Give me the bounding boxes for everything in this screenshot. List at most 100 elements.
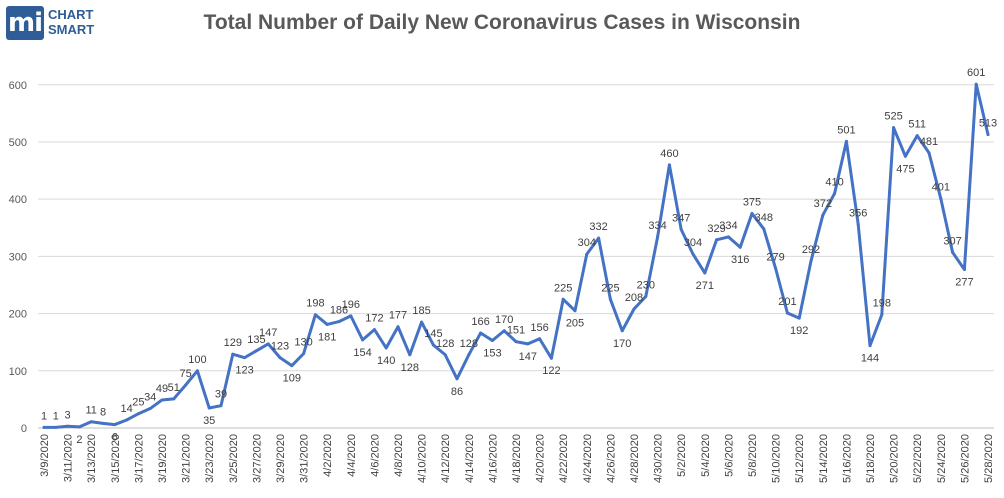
data-label: 277 [955,277,973,289]
data-label: 201 [778,296,796,308]
data-label: 192 [790,325,808,337]
data-point [927,151,931,155]
data-point [455,377,459,381]
data-label: 123 [235,365,253,377]
data-label: 186 [330,305,348,317]
data-label: 177 [389,310,407,322]
data-label: 6 [112,432,118,444]
data-point [691,252,695,256]
data-label: 34 [144,392,156,404]
data-point [207,406,211,410]
x-tick-label: 5/14/2020 [818,434,830,483]
data-point [762,227,766,231]
x-tick-label: 5/10/2020 [771,434,783,483]
data-label: 304 [578,237,596,249]
data-point [231,352,235,356]
data-point [644,294,648,298]
data-point [113,423,117,427]
data-point [738,245,742,249]
data-label: 109 [283,373,301,385]
data-label: 128 [436,338,454,350]
data-point [195,369,199,373]
data-point [502,329,506,333]
data-point [431,343,435,347]
x-tick-label: 4/6/2020 [369,434,381,477]
data-label: 135 [247,334,265,346]
data-label: 225 [601,282,619,294]
y-tick-label: 400 [9,194,27,206]
data-point [54,425,58,429]
data-point [620,329,624,333]
data-point [880,313,884,317]
x-tick-label: 5/26/2020 [959,434,971,483]
x-tick-label: 3/17/2020 [133,434,145,483]
data-label: 51 [168,382,180,394]
data-label: 511 [908,119,926,131]
data-label: 129 [224,337,242,349]
data-point [585,252,589,256]
data-point [526,342,530,346]
x-tick-label: 5/8/2020 [747,434,759,477]
x-tick-label: 3/21/2020 [181,434,193,483]
data-point [726,235,730,239]
data-label: 332 [589,221,607,233]
data-point [715,238,719,242]
chart-title: Total Number of Daily New Coronavirus Ca… [203,11,801,34]
data-label: 39 [215,389,227,401]
x-tick-label: 5/18/2020 [865,434,877,483]
data-label: 225 [554,282,572,294]
data-point [266,342,270,346]
data-point [903,154,907,158]
data-label: 144 [861,353,879,365]
x-tick-label: 5/20/2020 [889,434,901,483]
data-point [667,163,671,167]
data-label: 230 [637,279,655,291]
data-label: 11 [85,405,96,417]
data-point [290,364,294,368]
x-tick-label: 3/23/2020 [204,434,216,483]
x-tick-label: 4/20/2020 [535,434,547,483]
x-tick-label: 4/18/2020 [511,434,523,483]
x-axis-ticks: 3/9/2020 3/11/2020 3/13/2020 3/15/2020 3/17/… [39,434,995,483]
data-point [939,197,943,201]
data-label: 156 [530,322,548,334]
data-label: 151 [507,325,525,337]
data-label: 410 [825,176,843,188]
data-point [915,134,919,138]
x-tick-label: 3/19/2020 [157,434,169,483]
data-point [868,344,872,348]
data-point [632,307,636,311]
data-label: 122 [542,365,560,377]
x-tick-label: 5/12/2020 [794,434,806,483]
data-point [184,383,188,387]
data-point [361,338,365,342]
logo-mark: mi [6,6,44,40]
data-point [750,211,754,215]
y-tick-label: 300 [9,251,27,263]
data-point [313,313,317,317]
data-point [396,325,400,329]
y-tick-label: 500 [9,137,27,149]
data-point [844,139,848,143]
data-point [951,250,955,254]
data-label: 525 [884,111,902,123]
data-point [833,191,837,195]
data-label: 205 [566,318,584,330]
data-point [974,82,978,86]
data-label: 196 [342,299,360,311]
data-label: 372 [814,198,832,210]
data-label: 198 [873,298,891,310]
y-axis-ticks: 0 100 200 300 400 500 600 [9,80,27,435]
data-point [89,420,93,424]
x-tick-label: 5/2/2020 [676,434,688,477]
x-tick-label: 4/12/2020 [440,434,452,483]
data-label: 181 [318,331,336,343]
data-point [809,259,813,263]
data-label: 49 [156,383,168,395]
data-point [337,320,341,324]
data-label: 154 [353,347,371,359]
data-point [514,340,518,344]
data-label: 100 [188,354,206,366]
data-point [679,227,683,231]
